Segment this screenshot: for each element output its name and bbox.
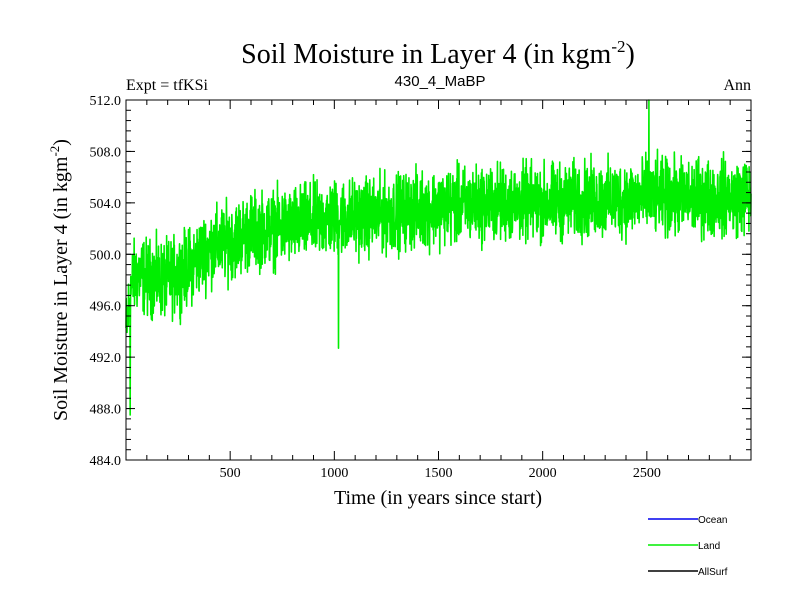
period-label: Ann (723, 77, 751, 94)
y-tick-label: 500.0 (90, 248, 122, 263)
legend-label-allsurf: AllSurf (698, 567, 728, 578)
ticks-layer (126, 99, 751, 461)
legend-label-ocean: Ocean (698, 515, 727, 526)
y-tick-label: 492.0 (90, 351, 122, 366)
land-series-line (125, 99, 752, 416)
experiment-label: Expt = tfKSi (126, 77, 208, 94)
chart-title: Soil Moisture in Layer 4 (in kgm-2) (241, 37, 635, 70)
y-tick-label: 508.0 (90, 145, 122, 160)
y-axis-label: Soil Moisture in Layer 4 (in kgm-2) (47, 139, 72, 421)
run-id-label: 430_4_MaBP (395, 73, 486, 90)
x-tick-label: 1000 (320, 466, 348, 481)
y-tick-label: 488.0 (90, 403, 122, 418)
x-tick-label: 2500 (633, 466, 661, 481)
series-layer (125, 99, 752, 416)
tick-labels-layer: 500 1000 1500 2000 2500 484.0 488.0 492.0 496.0 5… (90, 94, 661, 481)
y-tick-label: 496.0 (90, 300, 122, 315)
legend-label-land: Land (698, 541, 720, 552)
x-tick-label: 1500 (425, 466, 453, 481)
y-tick-label: 484.0 (90, 454, 122, 469)
x-tick-label: 2000 (529, 466, 557, 481)
plot-frame (125, 99, 752, 461)
y-tick-label: 504.0 (90, 197, 122, 212)
legend: Ocean Land AllSurf (648, 515, 728, 578)
x-axis-label: Time (in years since start) (334, 487, 542, 509)
y-tick-label: 512.0 (90, 94, 122, 109)
x-tick-label: 500 (220, 466, 241, 481)
